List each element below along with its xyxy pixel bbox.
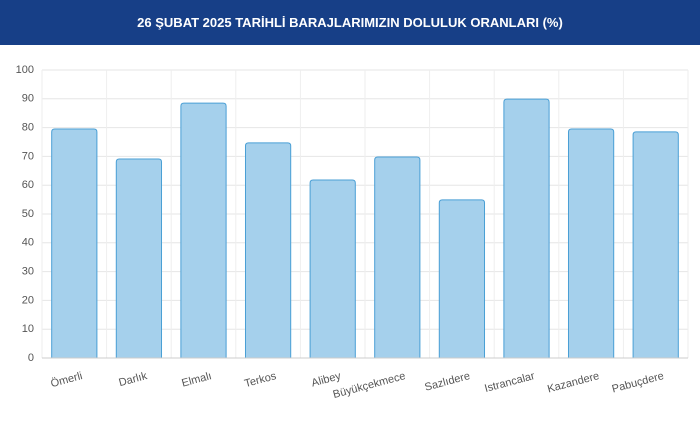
chart-title: 26 ŞUBAT 2025 TARİHLİ BARAJLARIMIZIN DOL…: [0, 0, 700, 45]
x-tick-label: Ömerli: [49, 370, 83, 390]
bar: [438, 199, 486, 358]
y-tick-label: 20: [22, 294, 34, 306]
y-tick-label: 40: [22, 237, 34, 249]
bar: [51, 128, 98, 358]
x-tick-label: Terkos: [243, 370, 278, 390]
x-tick-label: Kazandere: [546, 370, 601, 395]
y-tick-label: 100: [16, 64, 34, 76]
y-tick-label: 10: [22, 323, 34, 335]
bar: [632, 131, 679, 358]
bar: [180, 102, 227, 358]
x-tick-label: Sazlıdere: [423, 370, 471, 394]
x-tick-label: Darlık: [118, 370, 149, 389]
y-tick-label: 0: [28, 352, 34, 364]
y-tick-label: 30: [22, 266, 34, 278]
x-tick-label: Alibey: [310, 370, 343, 389]
y-tick-label: 50: [22, 208, 34, 220]
bar: [115, 158, 163, 358]
x-tick-label: Büyükçekmece: [332, 370, 407, 401]
bar: [374, 156, 421, 358]
x-tick-label: Pabuçdere: [611, 370, 666, 395]
chart: 0 10 20 30 40 50 60 70 80 90 100 Ömerli Darlık Elmalı…: [16, 64, 689, 401]
y-tick-label: 60: [22, 179, 34, 191]
bar: [244, 142, 292, 358]
x-tick-label: Elmalı: [180, 370, 213, 390]
bar: [309, 179, 356, 358]
bar: [567, 128, 615, 358]
y-tick-label: 80: [22, 122, 34, 134]
y-tick-label: 90: [22, 93, 34, 105]
bar: [503, 98, 550, 358]
x-tick-label: Istrancalar: [483, 370, 536, 395]
y-tick-label: 70: [22, 150, 34, 162]
